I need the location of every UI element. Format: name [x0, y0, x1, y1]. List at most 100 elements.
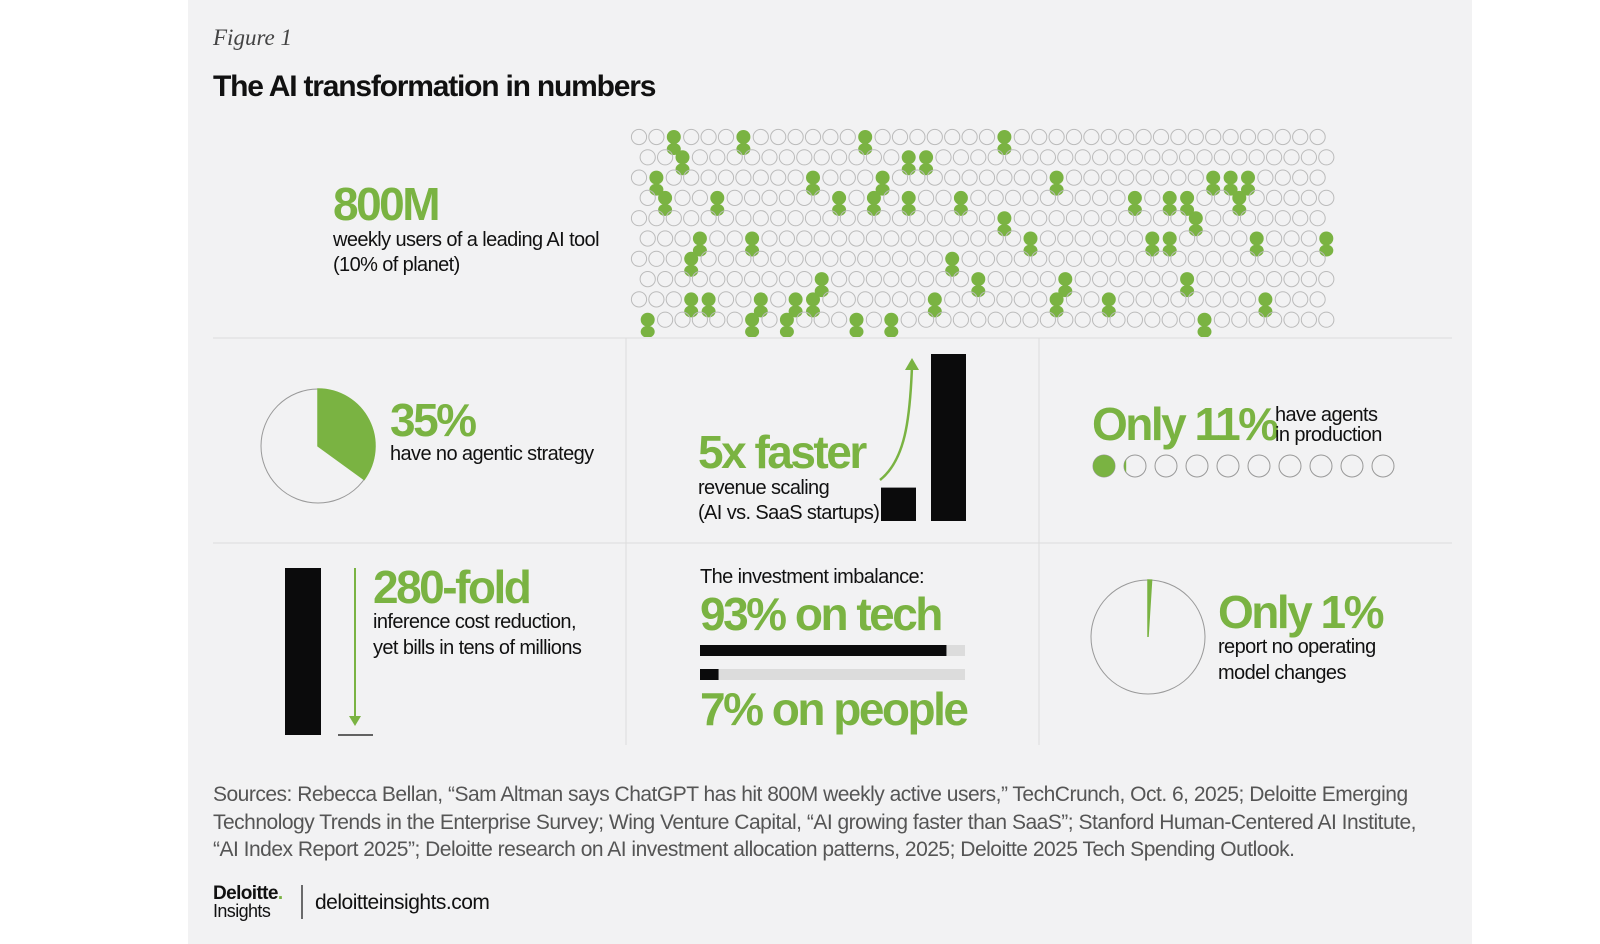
- arrow-head: [905, 358, 919, 370]
- dot: [909, 169, 926, 186]
- dot: [787, 169, 804, 186]
- dot: [1213, 311, 1231, 328]
- person-head: [901, 150, 916, 165]
- person-body: [901, 163, 916, 176]
- dot: [796, 189, 813, 206]
- dot: [1300, 271, 1318, 288]
- dot: [839, 291, 856, 308]
- dot: [1222, 291, 1239, 308]
- dot: [1266, 230, 1283, 247]
- dot: [1039, 311, 1057, 328]
- dot: [944, 291, 961, 308]
- description: (10% of planet): [333, 254, 460, 276]
- dot: [813, 189, 830, 206]
- person-head: [1180, 190, 1195, 205]
- dot: [1292, 128, 1309, 146]
- person-head: [1258, 292, 1273, 307]
- person-body: [919, 163, 934, 176]
- dot: [639, 189, 656, 206]
- headline: 93% on tech: [700, 588, 941, 640]
- dot: [987, 311, 1004, 328]
- person-head: [806, 292, 820, 307]
- dot: [648, 250, 665, 267]
- dot: [900, 311, 917, 328]
- dot: [726, 230, 743, 247]
- person-head: [692, 231, 707, 246]
- dot: [648, 210, 665, 227]
- dot: [752, 169, 769, 186]
- agent-circle: [1278, 454, 1302, 478]
- dot: [657, 311, 674, 328]
- dot: [1057, 311, 1074, 328]
- headline: 7% on people: [700, 683, 968, 735]
- person-body: [806, 305, 820, 318]
- dot: [761, 230, 778, 247]
- dot: [657, 230, 674, 247]
- dot: [1074, 271, 1091, 288]
- dot: [1231, 271, 1248, 288]
- person-head: [701, 292, 716, 307]
- person-body: [640, 325, 655, 337]
- dot: [961, 250, 978, 267]
- dot: [630, 210, 648, 227]
- dot: [674, 230, 691, 247]
- dot: [831, 230, 848, 247]
- headline: 280-fold: [373, 561, 530, 613]
- dot: [952, 311, 970, 328]
- person-body: [745, 244, 760, 257]
- dot: [1065, 210, 1083, 227]
- dot: [987, 149, 1004, 166]
- dot: [1039, 189, 1057, 206]
- description: have agents: [1275, 404, 1378, 426]
- person-head: [1197, 312, 1212, 327]
- dot: [1074, 189, 1091, 206]
- dot: [822, 210, 839, 227]
- dot: [857, 169, 874, 186]
- dot: [1144, 271, 1161, 288]
- person-body: [684, 264, 699, 277]
- dot: [978, 169, 996, 186]
- person-head: [710, 190, 725, 205]
- person-body: [927, 305, 942, 318]
- dot: [665, 291, 682, 308]
- dot: [787, 210, 804, 227]
- person-body: [736, 143, 751, 155]
- dot: [1161, 271, 1178, 288]
- dot: [683, 128, 700, 146]
- dot: [935, 189, 952, 206]
- description: revenue scaling: [698, 477, 829, 499]
- dot: [848, 230, 865, 247]
- description: inference cost reduction,: [373, 611, 576, 633]
- growth-arrow: [879, 365, 914, 481]
- dot: [1257, 128, 1274, 146]
- dot: [752, 210, 769, 227]
- person-body: [1197, 325, 1212, 337]
- dot: [813, 311, 830, 328]
- person-head: [945, 251, 960, 266]
- dot: [1231, 149, 1248, 166]
- dot: [717, 250, 735, 267]
- dot: [1196, 230, 1213, 247]
- dot: [726, 189, 743, 206]
- dot: [1065, 128, 1083, 146]
- dot: [952, 149, 970, 166]
- dot: [1022, 189, 1039, 206]
- dot: [1222, 210, 1239, 227]
- description: yet bills in tens of millions: [373, 637, 582, 659]
- dot: [857, 250, 874, 267]
- dot: [744, 149, 761, 166]
- dot: [700, 210, 717, 227]
- dot: [1048, 210, 1065, 227]
- dot: [657, 271, 674, 288]
- person-head: [1101, 292, 1116, 307]
- dot: [639, 230, 656, 247]
- dot: [909, 210, 926, 227]
- dot: [1057, 189, 1074, 206]
- title: The AI transformation in numbers: [213, 70, 656, 103]
- dot: [1196, 149, 1213, 166]
- dot: [770, 250, 787, 267]
- person-head: [858, 130, 873, 144]
- person-body: [866, 203, 881, 216]
- dot: [1266, 311, 1283, 328]
